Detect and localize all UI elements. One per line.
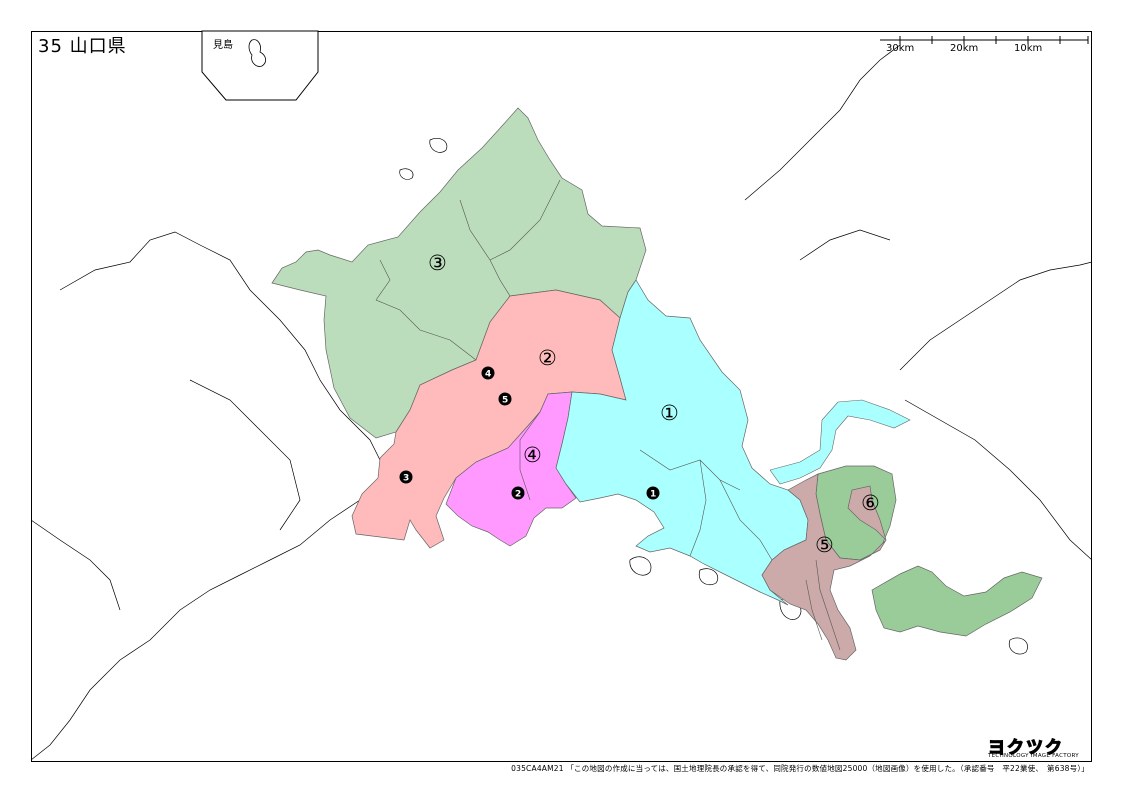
inset-island (248, 39, 266, 67)
region-1-area[interactable] (555, 279, 809, 606)
region-marker-5: ⑤ (815, 533, 834, 557)
region-1-extension (769, 399, 911, 485)
point-marker-3-label: 3 (403, 474, 409, 484)
region-marker-1: ① (660, 401, 679, 425)
region-marker-3: ③ (428, 251, 447, 275)
shikoku-coast-2 (904, 399, 1093, 561)
region-3-area[interactable] (271, 107, 647, 439)
island-f (429, 137, 448, 153)
island-c (629, 556, 652, 576)
region-6-island[interactable] (871, 565, 1043, 637)
scale-bar: 30km 20km 10km (878, 32, 1088, 58)
shikoku-outline (899, 261, 1093, 371)
logo-main-text: ヨクツク (987, 737, 1064, 758)
region-marker-2: ② (538, 346, 557, 370)
publisher-logo: ヨクツク TECHNOLOGY IMAGE FACTORY (987, 733, 1088, 761)
point-markers: 1 2 3 4 5 (399, 366, 660, 500)
scale-label-10km: 10km (1014, 43, 1043, 54)
map-title: 35 山口県 (38, 36, 127, 57)
inset-box (201, 30, 319, 101)
island-g (399, 168, 414, 180)
honshu-east-coast (744, 44, 901, 201)
point-marker-1[interactable]: 1 (646, 486, 660, 500)
region-marker-4: ④ (523, 443, 542, 467)
region-5-area[interactable] (761, 473, 887, 661)
island-e (1008, 637, 1028, 655)
point-marker-5-label: 5 (502, 396, 508, 406)
point-marker-4-label: 4 (485, 370, 491, 380)
point-marker-3[interactable]: 3 (399, 470, 413, 484)
point-marker-1-label: 1 (650, 490, 656, 500)
scale-label-20km: 20km (950, 43, 979, 54)
point-marker-4[interactable]: 4 (481, 366, 495, 380)
point-marker-2[interactable]: 2 (511, 486, 525, 500)
island-d (698, 568, 719, 586)
region-marker-6: ⑥ (861, 491, 880, 515)
scale-bar-graphic (880, 36, 1089, 44)
honshu-east-coast-2 (799, 229, 891, 261)
municipal-boundaries (375, 179, 841, 651)
logo-sub-text: TECHNOLOGY IMAGE FACTORY (988, 753, 1079, 759)
point-marker-2-label: 2 (515, 490, 521, 500)
kyushu-west-coast (30, 519, 121, 611)
scale-label-30km: 30km (886, 43, 915, 54)
copyright-footer: 035CA4AM21 「この地図の作成に当っては、国土地理院長の承認を得て、同院… (511, 764, 1089, 773)
point-marker-5[interactable]: 5 (498, 392, 512, 406)
region-markers: ① ② ③ ④ ⑤ ⑥ (428, 251, 880, 557)
inset-label: 見島 (213, 40, 233, 51)
kyushu-inner-line (189, 379, 301, 531)
